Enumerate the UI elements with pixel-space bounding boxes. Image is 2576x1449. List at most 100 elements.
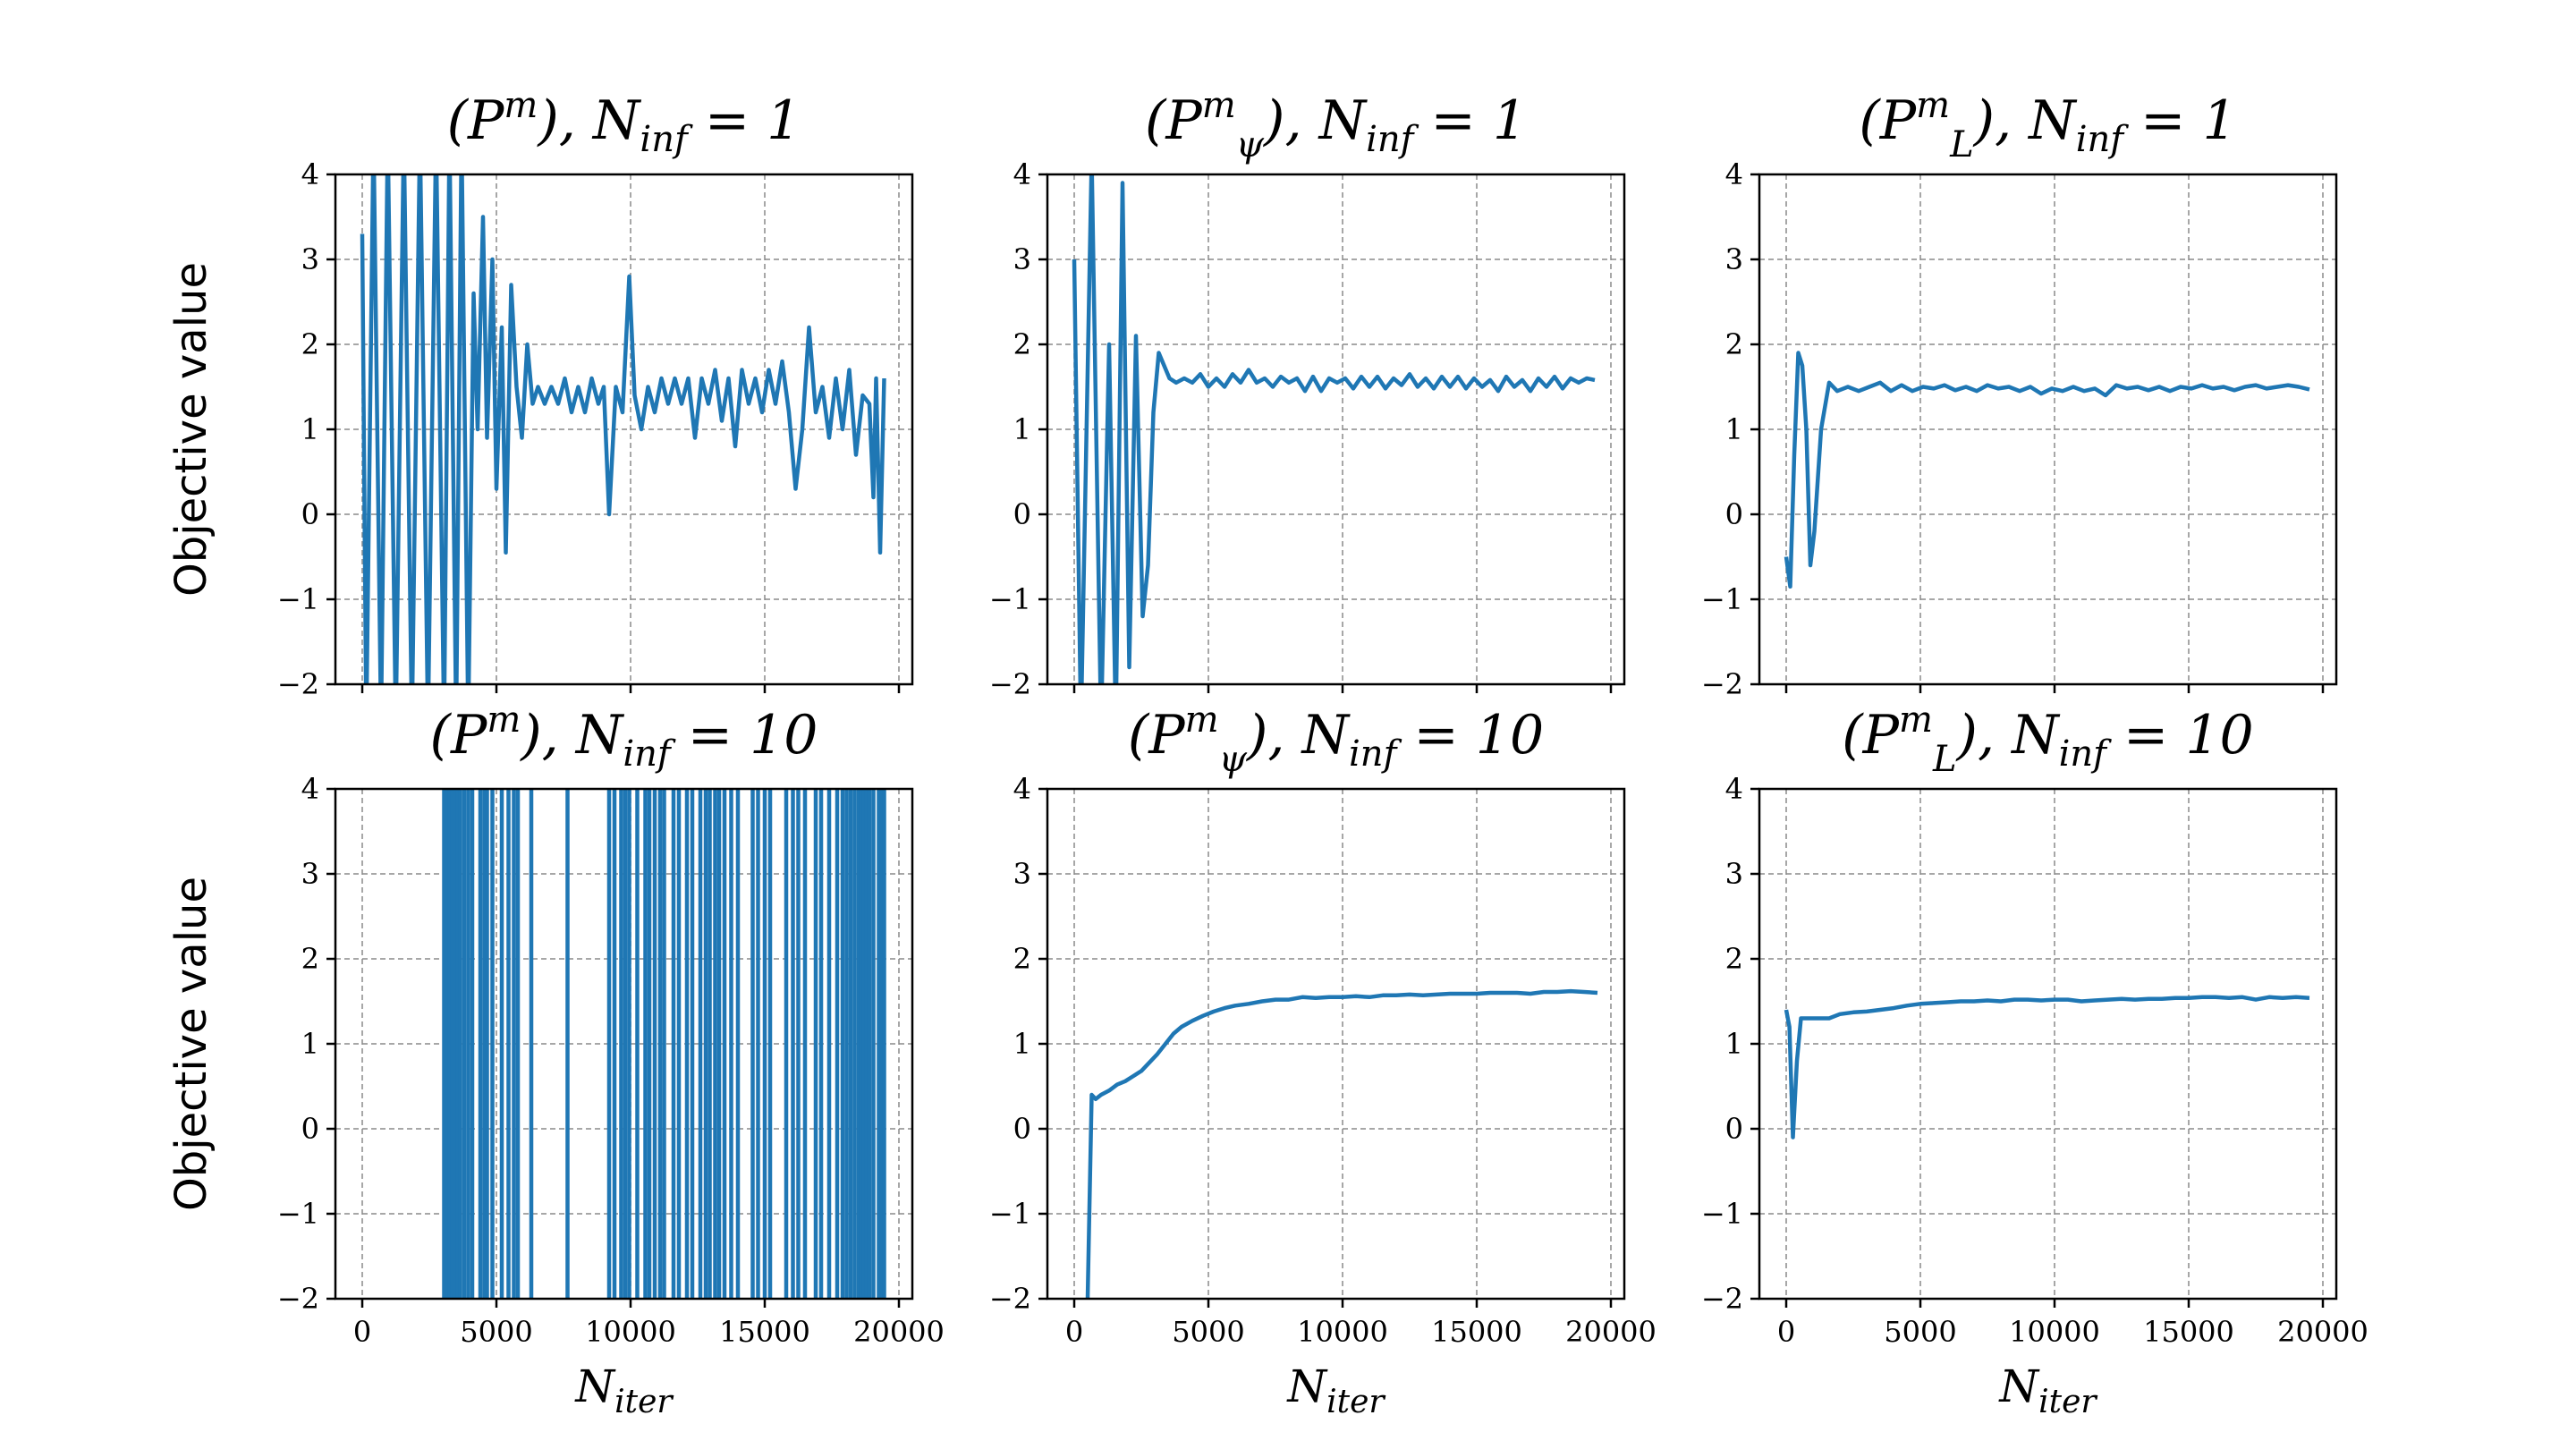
y-tick-label: 3 — [301, 857, 319, 891]
y-tick-label: 3 — [1725, 242, 1743, 276]
y-tick-label: −1 — [277, 582, 319, 616]
plot-area — [442, 789, 886, 1299]
series-line — [1784, 995, 2310, 1140]
y-tick-label: 0 — [301, 1112, 319, 1146]
x-tick-label: 5000 — [1884, 1315, 1956, 1349]
x-axis-label-subscript: iter — [2038, 1384, 2097, 1420]
x-axis-label: Niter — [1286, 1360, 1385, 1420]
y-tick-label: −1 — [1701, 582, 1743, 616]
title-superscript: m — [1185, 699, 1219, 741]
y-tick-label: −2 — [277, 667, 319, 701]
subplot-3: −2 −1 0 1 2 3 4 (PmL), Ninf = 1 — [1701, 85, 2338, 701]
x-axis-label-subscript: iter — [614, 1384, 674, 1420]
y-axis-label: Objective value — [166, 877, 216, 1211]
x-tick-label: 15000 — [1431, 1315, 1522, 1349]
subplot-5: −2 −1 0 1 2 3 4 0 5000 10000 15000 20000 (Pmψ), Ninf… — [989, 699, 1657, 1420]
subplot-title: (PmL), Ninf = 10 — [1842, 699, 2253, 780]
y-tick-label: −1 — [989, 582, 1031, 616]
x-tick-label: 0 — [1777, 1315, 1795, 1349]
y-tick-label: 1 — [1725, 412, 1743, 446]
y-tick-label: 1 — [301, 1027, 319, 1061]
series-line — [1085, 988, 1598, 1299]
y-tick-label: 1 — [1725, 1027, 1743, 1061]
y-axis-label: Objective value — [166, 262, 216, 597]
series-line — [1784, 351, 2310, 589]
y-tick-label: 4 — [301, 772, 319, 806]
x-tick-label: 20000 — [853, 1315, 945, 1349]
x-tick-label: 5000 — [1172, 1315, 1244, 1349]
plot-area — [1784, 351, 2310, 589]
subplot-title: (Pmψ), Ninf = 1 — [1145, 85, 1527, 165]
x-tick-label: 20000 — [1565, 1315, 1657, 1349]
x-axis-label-base: N — [1286, 1360, 1328, 1412]
subplot-4: −2 −1 0 1 2 3 4 0 5000 10000 15000 20000 (Pm), Ninf … — [166, 699, 945, 1420]
title-subscript: inf — [2076, 119, 2130, 160]
subplot-title: (Pmψ), Ninf = 10 — [1128, 699, 1544, 780]
x-axis-label-base: N — [1998, 1360, 2040, 1412]
y-tick-label: 3 — [1013, 242, 1031, 276]
title-subscript: inf — [1349, 733, 1402, 775]
y-tick-label: 0 — [1013, 497, 1031, 531]
y-tick-label: 4 — [1013, 157, 1031, 191]
y-tick-label: 1 — [301, 412, 319, 446]
title-subscript: ψ — [1219, 739, 1248, 780]
title-base: (P — [430, 704, 488, 767]
series-line — [1072, 174, 1596, 684]
x-tick-label: 0 — [1065, 1315, 1083, 1349]
y-tick-label: 0 — [1725, 497, 1743, 531]
y-tick-label: 1 — [1013, 1027, 1031, 1061]
x-axis-label-subscript: iter — [1326, 1384, 1385, 1420]
subplot-title: (Pm), Ninf = 10 — [430, 699, 818, 775]
subplot-title: (Pm), Ninf = 1 — [447, 85, 801, 160]
y-tick-label: 4 — [1725, 772, 1743, 806]
subplot-2: −2 −1 0 1 2 3 4 (Pmψ), Ninf = 1 — [989, 85, 1626, 701]
title-base: (P — [447, 89, 505, 152]
title-base: (P — [1145, 89, 1203, 152]
x-tick-label: 0 — [353, 1315, 371, 1349]
y-tick-label: −1 — [1701, 1197, 1743, 1231]
title-tail: = 10 — [1396, 704, 1544, 767]
y-tick-label: 2 — [1725, 327, 1743, 361]
y-tick-label: 2 — [1013, 327, 1031, 361]
title-subscript: L — [1949, 124, 1974, 165]
subplot-1: −2 −1 0 1 2 3 4 (Pm), Ninf = 1 Objective value — [166, 85, 914, 701]
x-tick-label: 15000 — [2143, 1315, 2234, 1349]
title-rest: ), N — [1955, 704, 2062, 767]
title-superscript: m — [1202, 85, 1236, 126]
y-tick-label: 2 — [1013, 942, 1031, 976]
title-tail: = 10 — [671, 704, 818, 767]
title-tail: = 10 — [2106, 704, 2254, 767]
title-subscript: ψ — [1236, 124, 1265, 165]
x-tick-label: 10000 — [2009, 1315, 2100, 1349]
y-tick-label: 1 — [1013, 412, 1031, 446]
title-tail: = 1 — [688, 89, 801, 152]
title-base: (P — [1842, 704, 1900, 767]
title-rest: ), N — [519, 704, 625, 767]
title-base: (P — [1859, 89, 1917, 152]
y-tick-label: −2 — [989, 667, 1031, 701]
y-tick-label: 4 — [301, 157, 319, 191]
y-tick-label: 4 — [1013, 772, 1031, 806]
x-tick-label: 10000 — [1297, 1315, 1388, 1349]
x-tick-label: 10000 — [585, 1315, 676, 1349]
title-superscript: m — [504, 85, 538, 126]
y-tick-label: −1 — [989, 1197, 1031, 1231]
title-rest: ), N — [1262, 89, 1368, 152]
x-tick-label: 20000 — [2277, 1315, 2368, 1349]
plot-area — [1085, 988, 1598, 1299]
y-tick-label: 3 — [1725, 857, 1743, 891]
y-tick-label: 2 — [1725, 942, 1743, 976]
y-tick-label: 3 — [301, 242, 319, 276]
y-tick-label: 3 — [1013, 857, 1031, 891]
title-rest: ), N — [1245, 704, 1352, 767]
title-tail: = 1 — [1413, 89, 1527, 152]
plot-area — [1784, 995, 2310, 1140]
subplot-title: (PmL), Ninf = 1 — [1859, 85, 2236, 165]
plot-area — [360, 174, 886, 684]
y-tick-label: 0 — [1013, 1112, 1031, 1146]
title-subscript: inf — [1366, 119, 1419, 160]
plot-area — [1072, 174, 1596, 684]
x-tick-label: 5000 — [460, 1315, 532, 1349]
y-tick-label: 4 — [1725, 157, 1743, 191]
